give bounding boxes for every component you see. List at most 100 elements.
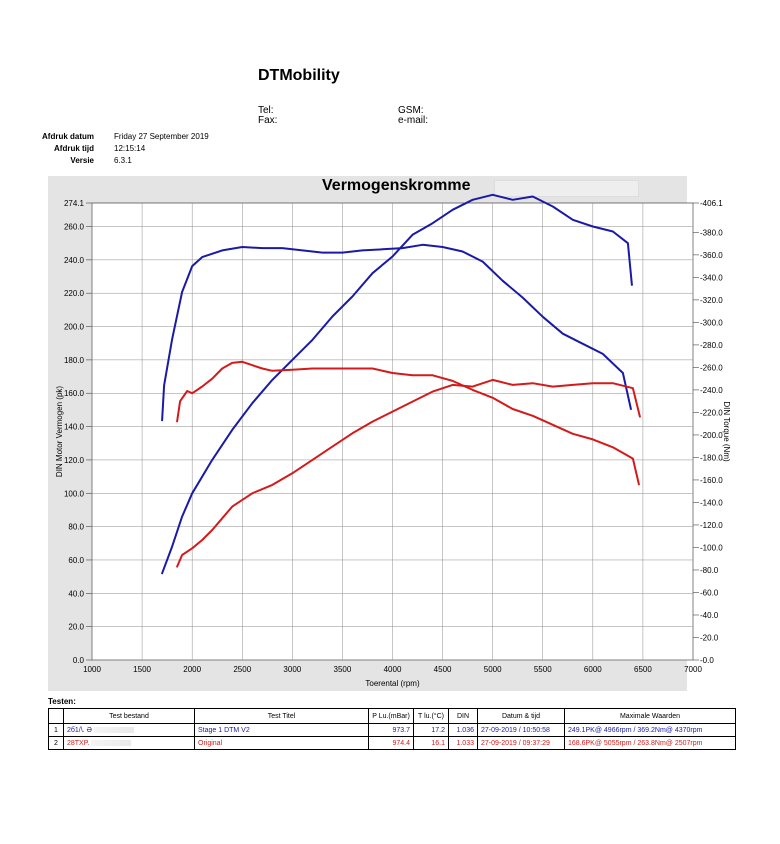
row-index: 1 <box>48 723 64 737</box>
y-tick-label: 100.0 <box>64 489 85 498</box>
column-header: Test bestand <box>63 708 195 724</box>
y-tick-label: 200.0 <box>64 323 85 332</box>
temperature-value: 17.2 <box>413 723 449 737</box>
meta-label: Afdruk tijd <box>54 144 94 153</box>
y2-tick-label: -220.0 <box>700 408 723 417</box>
redaction-smudge <box>91 739 132 746</box>
x-tick-label: 2500 <box>233 665 251 674</box>
email-label: e-mail: <box>398 115 429 126</box>
y2-tick-label: -140.0 <box>700 498 723 507</box>
chart-title: Vermogenskromme <box>322 177 471 194</box>
meta-value: 6.3.1 <box>114 156 132 165</box>
meta-value: Friday 27 September 2019 <box>114 132 209 141</box>
title-blank-box <box>494 180 639 197</box>
y2-tick-label: -180.0 <box>700 453 723 462</box>
column-header: Test Titel <box>194 708 369 724</box>
column-header: DIN <box>448 708 478 724</box>
meta-label: Versie <box>70 156 94 165</box>
fax-label: Fax: <box>258 115 278 126</box>
max-values: 168.6PK@ 5055rpm / 263.8Nm@ 2507rpm <box>564 736 736 750</box>
y2-tick-label: -0.0 <box>700 656 714 665</box>
x-tick-label: 7000 <box>684 665 702 674</box>
y-tick-label: 20.0 <box>68 623 84 632</box>
test-file: 28TXP. <box>63 736 195 750</box>
y2-tick-label: -40.0 <box>700 611 719 620</box>
x-axis-label: Toerental (rpm) <box>365 679 420 688</box>
y-tick-label: 80.0 <box>68 523 84 532</box>
x-tick-label: 3000 <box>283 665 301 674</box>
y2-tick-label: -100.0 <box>700 543 723 552</box>
gsm-label: GSM: <box>398 105 424 116</box>
y-tick-label: 260.0 <box>64 223 85 232</box>
y-tick-label: 160.0 <box>64 389 85 398</box>
series-line-torque <box>176 360 640 486</box>
column-header: P Lu.(mBar) <box>368 708 414 724</box>
pressure-value: 973.7 <box>368 723 414 737</box>
datetime-value: 27-09-2019 / 09:37:29 <box>477 736 565 750</box>
y-tick-label: 0.0 <box>73 656 85 665</box>
x-tick-label: 5000 <box>484 665 502 674</box>
y-tick-label: 274.1 <box>64 199 85 208</box>
y-tick-label: 220.0 <box>64 289 85 298</box>
pressure-value: 974.4 <box>368 736 414 750</box>
y2-tick-label: -80.0 <box>700 566 719 575</box>
y-tick-label: 120.0 <box>64 456 85 465</box>
y2-tick-label: -20.0 <box>700 633 719 642</box>
x-tick-label: 6500 <box>634 665 652 674</box>
y-tick-label: 40.0 <box>68 589 84 598</box>
series-line-power <box>161 193 633 575</box>
tests-table: Test bestand Test Titel P Lu.(mBar) T lu… <box>48 708 736 750</box>
x-tick-label: 2000 <box>183 665 201 674</box>
din-value: 1.036 <box>448 723 478 737</box>
tel-label: Tel: <box>258 105 274 116</box>
y-tick-label: 180.0 <box>64 356 85 365</box>
y2-axis-label: DIN Torque (Nm) <box>722 401 731 462</box>
tests-label: Testen: <box>48 697 76 706</box>
test-file: 2б1/\. Ə <box>63 723 195 737</box>
y2-tick-label: -160.0 <box>700 476 723 485</box>
tests-header-row: Test bestand Test Titel P Lu.(mBar) T lu… <box>48 708 736 724</box>
company-name: DTMobility <box>258 67 340 84</box>
din-value: 1.033 <box>448 736 478 750</box>
y2-tick-label: -320.0 <box>700 296 723 305</box>
test-file-name: 28TXP. <box>67 739 90 747</box>
test-file-name: 2б1/\. Ə <box>67 726 92 734</box>
column-header: Maximale Waarden <box>564 708 736 724</box>
y2-tick-label: -200.0 <box>700 431 723 440</box>
meta-label: Afdruk datum <box>42 132 94 141</box>
meta-value: 12:15:14 <box>114 144 146 153</box>
row-index: 2 <box>48 736 64 750</box>
y2-tick-label: -360.0 <box>700 251 723 260</box>
redaction-smudge <box>93 726 134 733</box>
test-title: Stage 1 DTM V2 <box>194 723 369 737</box>
series-line-torque <box>161 243 632 422</box>
column-header: T lu.(°C) <box>413 708 449 724</box>
x-tick-label: 5500 <box>534 665 552 674</box>
y2-tick-label: -300.0 <box>700 318 723 327</box>
y2-tick-label: -60.0 <box>700 588 719 597</box>
max-values: 249.1PK@ 4966rpm / 369.2Nm@ 4370rpm <box>564 723 736 737</box>
table-row[interactable]: 1 2б1/\. Ə Stage 1 DTM V2 973.7 17.2 1.0… <box>48 723 736 737</box>
x-tick-label: 4500 <box>434 665 452 674</box>
y-tick-label: 60.0 <box>68 556 84 565</box>
y-axis-label: DIN Motor Vermogen (pk) <box>55 386 64 477</box>
y2-tick-label: -340.0 <box>700 273 723 282</box>
x-tick-label: 1000 <box>83 665 101 674</box>
y-tick-label: 240.0 <box>64 256 85 265</box>
x-tick-label: 3500 <box>334 665 352 674</box>
datetime-value: 27-09-2019 / 10:50:58 <box>477 723 565 737</box>
y2-tick-label: -280.0 <box>700 341 723 350</box>
y2-tick-label: -260.0 <box>700 363 723 372</box>
y2-tick-label: -406.1 <box>700 199 723 208</box>
y2-tick-label: -240.0 <box>700 386 723 395</box>
test-title: Original <box>194 736 369 750</box>
x-tick-label: 1500 <box>133 665 151 674</box>
y-tick-label: 140.0 <box>64 423 85 432</box>
column-header-index <box>48 708 64 724</box>
series-line-power <box>176 378 641 568</box>
y2-tick-label: -380.0 <box>700 228 723 237</box>
x-tick-label: 6000 <box>584 665 602 674</box>
table-row[interactable]: 2 28TXP. Original 974.4 16.1 1.033 27-09… <box>48 736 736 750</box>
temperature-value: 16.1 <box>413 736 449 750</box>
y2-tick-label: -120.0 <box>700 521 723 530</box>
